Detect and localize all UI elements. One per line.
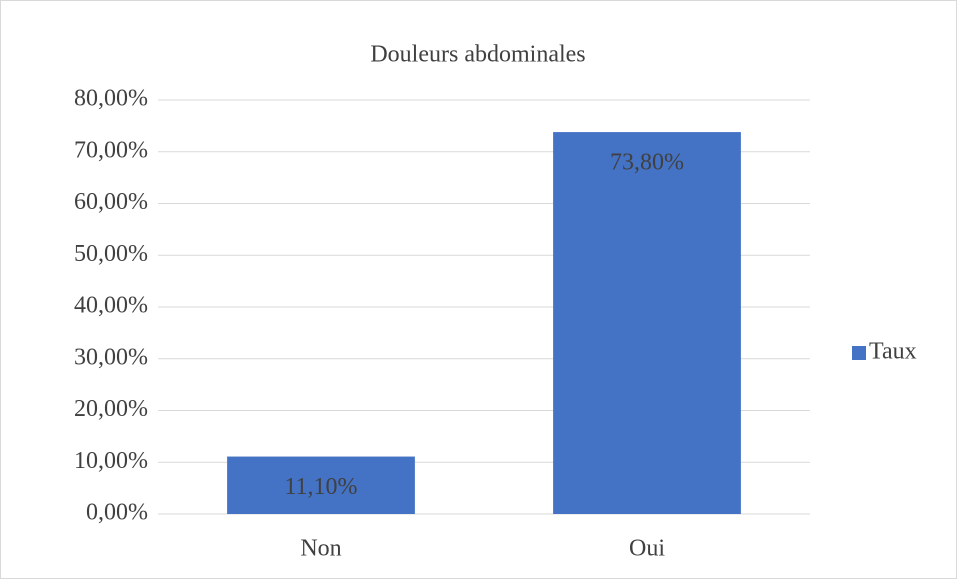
y-tick-label: 50,00%	[74, 241, 148, 267]
y-tick-label: 30,00%	[74, 344, 148, 370]
data-label: 11,10%	[284, 474, 357, 500]
y-tick-label: 10,00%	[74, 448, 148, 474]
x-tick-label: Oui	[629, 536, 665, 562]
y-tick-label: 80,00%	[74, 86, 148, 112]
bar	[553, 132, 741, 514]
data-label: 73,80%	[610, 150, 684, 176]
chart-title: Douleurs abdominales	[370, 42, 585, 68]
legend-label: Taux	[869, 339, 917, 365]
y-tick-label: 70,00%	[74, 137, 148, 163]
y-tick-label: 20,00%	[74, 396, 148, 422]
y-tick-label: 40,00%	[74, 293, 148, 319]
legend-swatch	[852, 346, 866, 360]
bar	[227, 456, 415, 514]
y-tick-label: 60,00%	[74, 189, 148, 215]
y-tick-label: 0,00%	[86, 500, 148, 526]
x-tick-label: Non	[300, 536, 341, 562]
